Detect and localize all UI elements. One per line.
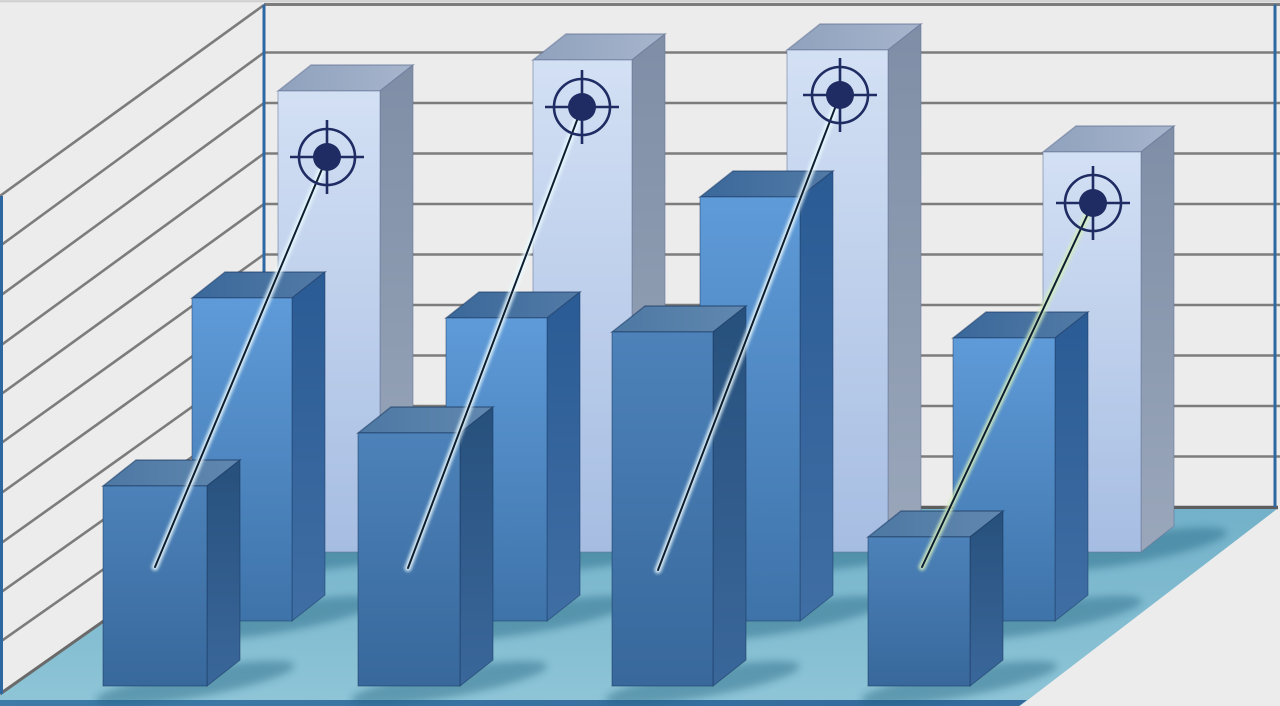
bar-side-face [206,458,241,688]
bar-front-4 [861,509,1057,706]
crosshair-target-icon [545,70,619,144]
bar-side-face [459,405,494,688]
line-core [407,106,583,569]
line-1 [150,152,332,572]
bar-front-face [102,485,208,687]
line-2 [403,102,587,573]
crosshair-ring [297,127,357,187]
bar-side-face [969,509,1004,688]
bar-side-face [1140,124,1175,554]
bar-side-face [799,169,834,623]
line-core [921,202,1094,568]
crosshair-targets [290,58,1130,240]
crosshair-target-icon [803,58,877,132]
line-4 [917,198,1098,572]
bar-front-2 [351,405,547,706]
crosshair-ring [552,77,612,137]
bar-side-face [887,22,922,554]
left-wall-gridline [0,152,265,348]
bar-side-face [546,290,581,623]
line-3 [653,90,845,575]
crosshair-disc [826,81,854,109]
trend-lines [150,90,1098,575]
left-wall-gridline [0,202,265,397]
left-wall-gridline [0,101,265,298]
crosshair-ring [1063,173,1123,233]
line-core [154,156,328,568]
crosshair-disc [313,143,341,171]
bar-front-face [611,331,714,687]
bar-front-1 [95,458,295,706]
left-wall-gridline [0,51,265,248]
bar-front-face [867,536,971,687]
crosshair-ring [810,65,870,125]
floor-front-strip [0,700,1027,706]
left-wall-gridline [0,3,265,198]
crosshair-target-icon [290,120,364,194]
crosshair-disc [568,93,596,121]
crosshair-disc [1079,189,1107,217]
bar-side-face [291,270,326,623]
crosshair-target-icon [1056,166,1130,240]
line-core [657,94,841,571]
bar-side-face [1054,310,1089,623]
